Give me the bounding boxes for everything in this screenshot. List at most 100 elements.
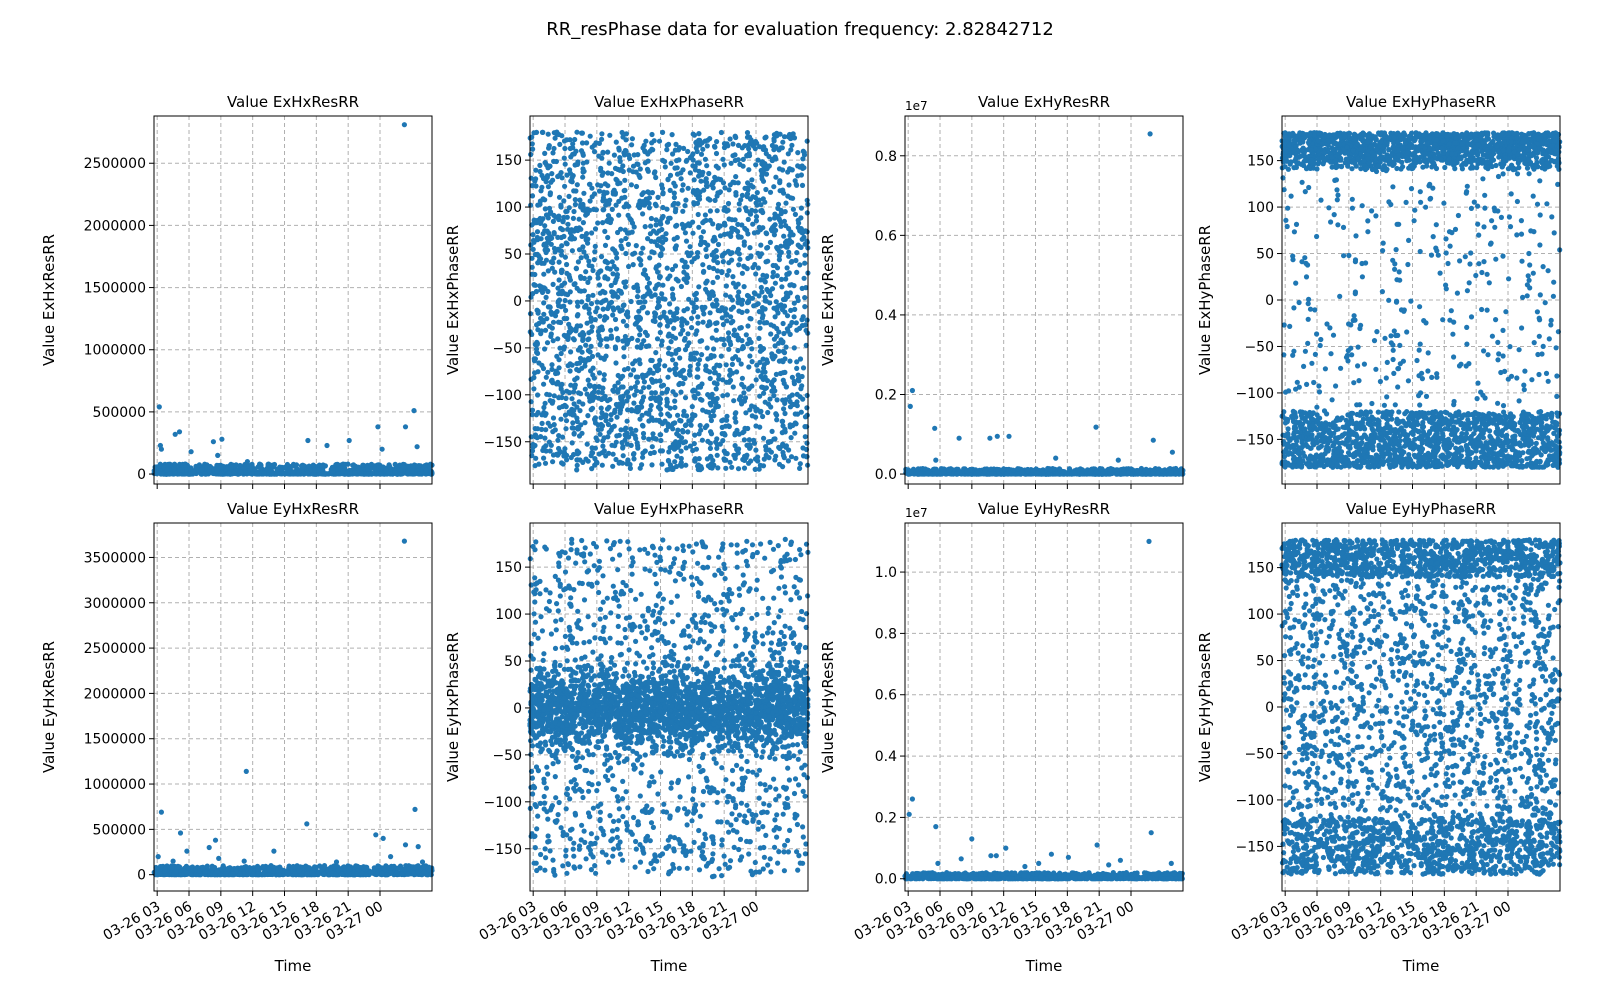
data-point xyxy=(561,453,567,459)
data-point xyxy=(735,450,741,456)
data-point-outlier xyxy=(219,436,225,442)
data-point xyxy=(786,241,792,247)
data-point xyxy=(545,288,551,295)
data-point xyxy=(748,182,754,188)
data-point xyxy=(385,470,391,477)
data-point xyxy=(792,306,798,312)
y-tick-label: 150 xyxy=(495,153,522,169)
data-point xyxy=(649,376,655,383)
data-point xyxy=(680,208,686,214)
data-point xyxy=(707,310,713,316)
data-point xyxy=(334,461,341,467)
data-point xyxy=(555,437,561,443)
data-point xyxy=(547,448,553,454)
data-point xyxy=(685,331,691,337)
subplot-title: Value ExHxPhaseRR xyxy=(594,93,744,111)
data-point xyxy=(715,465,721,471)
data-point xyxy=(739,309,745,315)
data-point xyxy=(606,450,612,456)
data-point xyxy=(691,393,697,399)
data-point xyxy=(687,223,693,229)
data-point xyxy=(624,418,630,424)
data-point xyxy=(699,437,706,443)
data-point-outlier xyxy=(1093,424,1099,430)
y-tick-label: 2500000 xyxy=(84,156,146,172)
data-point xyxy=(622,187,628,193)
data-point-outlier xyxy=(188,449,194,455)
data-point xyxy=(690,447,696,454)
data-point xyxy=(672,147,679,153)
data-point xyxy=(574,418,580,425)
data-point xyxy=(675,412,681,418)
data-point xyxy=(746,167,752,173)
data-point xyxy=(600,220,606,226)
data-point xyxy=(540,319,546,325)
data-point xyxy=(528,151,534,158)
data-point xyxy=(372,466,378,472)
data-point xyxy=(387,464,393,470)
data-point xyxy=(583,302,589,309)
data-point xyxy=(156,463,163,469)
data-point xyxy=(561,198,567,204)
y-axis-label: Value ExHxPhaseRR xyxy=(444,225,462,375)
data-point xyxy=(786,447,792,453)
data-point xyxy=(617,459,623,465)
data-point xyxy=(319,463,325,469)
data-point xyxy=(787,166,793,172)
data-point xyxy=(558,350,564,357)
data-point xyxy=(646,436,652,442)
data-point xyxy=(630,451,637,457)
data-point xyxy=(581,168,587,174)
data-point xyxy=(706,409,712,415)
data-point xyxy=(569,425,575,431)
data-point xyxy=(767,189,774,195)
data-point xyxy=(564,261,570,268)
data-point xyxy=(650,431,656,437)
data-point xyxy=(631,456,637,462)
data-point xyxy=(791,381,798,387)
data-point xyxy=(687,244,693,250)
data-point xyxy=(782,209,788,215)
data-point xyxy=(542,247,548,253)
data-point xyxy=(558,234,565,241)
data-point xyxy=(682,335,688,342)
data-point xyxy=(908,469,914,475)
data-point xyxy=(591,257,597,263)
data-point xyxy=(746,386,752,392)
data-point xyxy=(694,328,700,334)
y-tick-label: 500000 xyxy=(93,405,146,421)
data-point xyxy=(586,330,592,336)
data-point xyxy=(662,363,668,369)
data-point xyxy=(547,190,554,196)
data-point xyxy=(672,263,679,269)
data-point xyxy=(802,424,808,430)
data-point xyxy=(714,452,720,458)
data-point xyxy=(548,333,554,339)
data-point xyxy=(1540,264,1546,270)
data-point xyxy=(755,157,761,163)
data-point xyxy=(664,147,670,153)
data-point xyxy=(680,381,686,387)
data-point xyxy=(542,197,548,203)
data-point xyxy=(715,223,722,229)
data-point xyxy=(672,183,678,189)
data-point xyxy=(658,221,664,227)
data-point xyxy=(705,323,711,329)
data-point xyxy=(533,183,539,189)
data-point xyxy=(696,173,702,179)
data-point xyxy=(548,442,554,448)
data-point xyxy=(1411,218,1417,224)
data-point xyxy=(656,138,663,144)
data-point xyxy=(614,177,620,184)
data-point xyxy=(721,162,727,168)
data-point xyxy=(682,203,688,209)
data-point xyxy=(529,407,536,413)
data-point xyxy=(392,461,398,467)
data-point xyxy=(801,234,807,240)
data-point xyxy=(779,145,785,151)
data-point xyxy=(772,215,778,221)
data-point xyxy=(610,387,616,393)
data-point xyxy=(545,184,552,190)
data-point xyxy=(550,459,556,465)
data-point xyxy=(581,190,587,196)
